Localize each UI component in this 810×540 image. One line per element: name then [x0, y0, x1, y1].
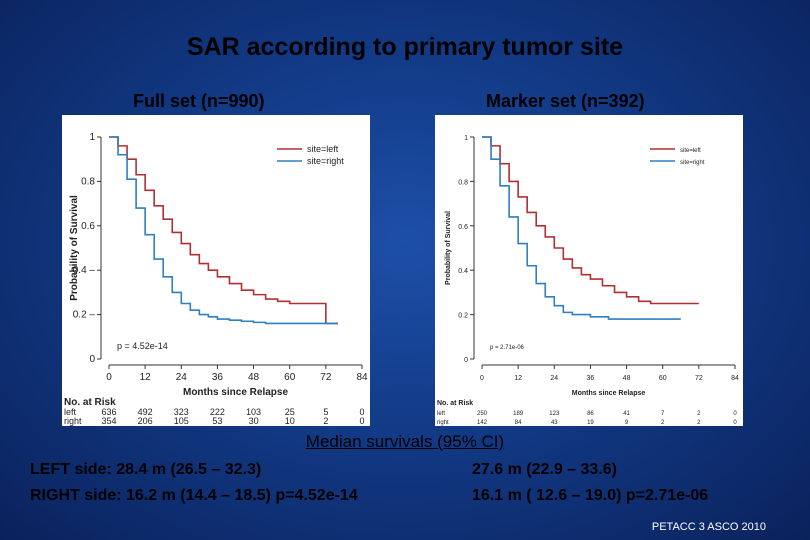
x-tick-label: 48	[623, 375, 631, 382]
x-tick-label: 36	[212, 372, 224, 383]
marker-right-median: 16.1 m ( 12.6 – 19.0) p=2.71e-06	[472, 487, 709, 504]
risk-value: 10	[285, 416, 295, 426]
risk-value: 492	[138, 407, 153, 417]
x-axis-label: Months since Relapse	[572, 390, 646, 397]
full-set-chart-panel: 0 0.2 –0.4 –0.6 0.8 1 0 12 24 36 48 60 72 84 Months …	[62, 115, 370, 426]
y-tick-label: 0.2	[458, 313, 468, 320]
x-tick-label: 12	[140, 372, 152, 383]
x-tick-label: 24	[550, 375, 558, 382]
risk-value: 222	[210, 407, 225, 417]
y-tick-label: 0.4 –	[73, 265, 96, 276]
risk-value: 41	[623, 411, 630, 417]
risk-value: 250	[477, 411, 488, 417]
x-tick-label: 36	[587, 375, 595, 382]
x-tick-label: 48	[248, 372, 260, 383]
risk-row-label: right	[64, 416, 82, 426]
full-set-survival-chart: 00.2 –0.4 –0.60.810 12 24 36 48 60 72 84Months …	[64, 132, 368, 426]
x-tick-label: 72	[695, 375, 703, 382]
marker-set-chart-panel: 0 0.2 0.4 0.6 0.8 1 0 12 24 36 48 60 72 84 Months sinc…	[435, 115, 743, 426]
y-axis-label: Probability of Survival	[445, 211, 452, 285]
risk-value: 142	[477, 420, 488, 426]
risk-value: 636	[101, 407, 116, 417]
y-tick-label: 0.6	[81, 221, 95, 232]
footer-citation: PETACC 3 ASCO 2010	[651, 521, 766, 533]
legend-label: site=right	[680, 160, 705, 166]
y-tick-label: 0	[464, 357, 468, 364]
slide-title: SAR according to primary tumor site	[186, 33, 624, 61]
risk-value: 2	[323, 416, 328, 426]
risk-value: 86	[587, 411, 594, 417]
risk-value: 25	[285, 407, 295, 417]
x-tick-label: 0	[106, 372, 112, 383]
risk-value: 0	[733, 411, 737, 417]
y-tick-label: 0	[89, 354, 95, 365]
risk-value: 2	[697, 411, 701, 417]
marker-left-median: 27.6 m (22.9 – 33.6)	[472, 461, 617, 478]
series-line-site-right	[482, 136, 681, 320]
x-tick-label: 84	[731, 375, 739, 382]
x-tick-label: 84	[356, 372, 368, 383]
risk-row-label: right	[437, 420, 449, 426]
y-tick-label: 0.6	[458, 224, 468, 231]
right-side-median: RIGHT side: 16.2 m (14.4 – 18.5) p=4.52e…	[30, 487, 358, 504]
legend-label: site=left	[307, 144, 339, 154]
risk-value: 206	[138, 416, 153, 426]
y-tick-label: 1	[89, 132, 95, 143]
risk-value: 2	[697, 420, 701, 426]
median-survivals-title: Median survivals (95% CI)	[305, 432, 505, 451]
risk-value: 0	[359, 407, 364, 417]
risk-value: 354	[101, 416, 116, 426]
x-axis-label: Months since Relapse	[183, 387, 288, 398]
risk-table-header: No. at Risk	[64, 397, 116, 408]
marker-set-subtitle: Marker set (n=392)	[486, 91, 645, 111]
y-tick-label: 1	[464, 135, 468, 142]
x-tick-label: 60	[284, 372, 296, 383]
x-tick-label: 12	[514, 375, 522, 382]
risk-value: 19	[587, 420, 594, 426]
risk-value: 103	[246, 407, 261, 417]
x-tick-label: 0	[480, 375, 484, 382]
risk-value: 2	[661, 420, 665, 426]
p-value-annotation: p = 4.52e-14	[117, 341, 168, 351]
risk-table-header: No. at Risk	[437, 400, 473, 407]
y-tick-label: 0.2 –	[73, 310, 96, 321]
risk-row-label: left	[64, 407, 77, 417]
risk-value: 5	[323, 407, 328, 417]
full-set-subtitle: Full set (n=990)	[133, 91, 265, 111]
series-line-site-right	[109, 136, 338, 325]
y-tick-label: 0.4	[458, 268, 468, 275]
risk-value: 123	[549, 411, 560, 417]
risk-value: 84	[515, 420, 522, 426]
legend-label: site=left	[680, 148, 701, 154]
risk-value: 189	[513, 411, 524, 417]
x-tick-label: 24	[176, 372, 188, 383]
risk-row-label: left	[437, 411, 445, 417]
y-axis-label: Probability of Survival	[69, 195, 80, 301]
x-tick-label: 60	[659, 375, 667, 382]
y-tick-label: 0.8	[458, 179, 468, 186]
risk-value: 7	[661, 411, 665, 417]
risk-value: 30	[249, 416, 259, 426]
risk-value: 9	[625, 420, 629, 426]
risk-value: 0	[733, 420, 737, 426]
series-line-site-left	[109, 136, 338, 325]
legend-label: site=right	[307, 156, 344, 166]
risk-value: 0	[359, 416, 364, 426]
series-line-site-left	[482, 136, 699, 305]
risk-value: 53	[212, 416, 222, 426]
risk-value: 43	[551, 420, 558, 426]
left-side-median: LEFT side: 28.4 m (26.5 – 32.3)	[30, 461, 262, 478]
risk-value: 105	[174, 416, 189, 426]
x-tick-label: 72	[320, 372, 332, 383]
p-value-annotation: p = 2.71e-06	[490, 345, 525, 351]
y-tick-label: 0.8	[81, 176, 95, 187]
risk-value: 323	[174, 407, 189, 417]
